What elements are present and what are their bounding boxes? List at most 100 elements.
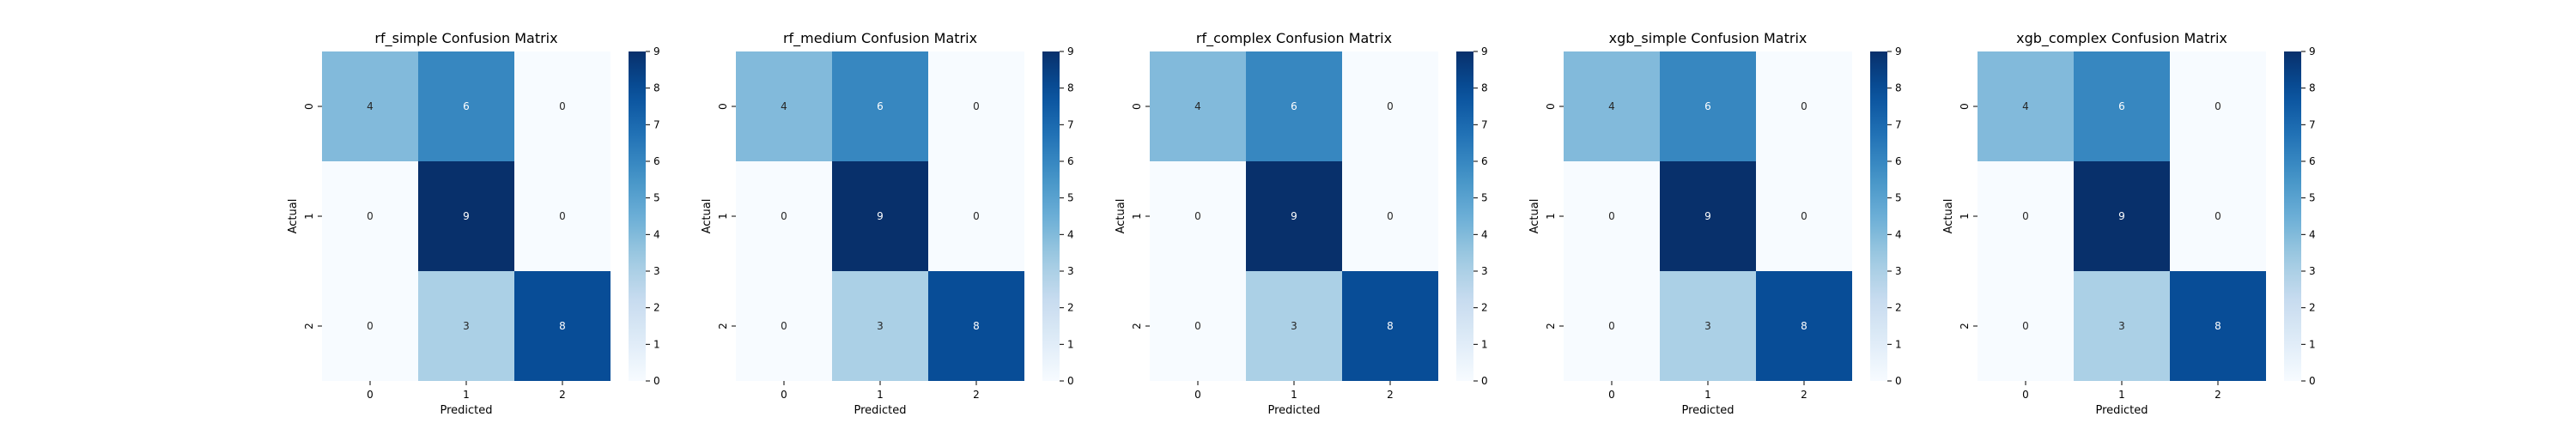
y-axis-label: Actual (1942, 199, 1955, 234)
chart-title: xgb_complex Confusion Matrix (2016, 30, 2227, 47)
heatmap-cell (1342, 271, 1438, 381)
cell-value-label: 6 (1291, 100, 1297, 112)
y-tick-label: 2 (717, 323, 729, 329)
cell-value-label: 4 (781, 100, 787, 112)
cell-value-label: 0 (781, 320, 787, 332)
cell-value-label: 9 (463, 210, 470, 222)
cell-value-label: 0 (1194, 210, 1201, 222)
cell-value-label: 4 (1194, 100, 1201, 112)
x-axis-label: Predicted (440, 404, 492, 417)
cell-value-label: 4 (2022, 100, 2029, 112)
heatmap-cell (322, 271, 418, 381)
heatmap-cell (1246, 161, 1342, 271)
cell-value-label: 0 (1608, 210, 1615, 222)
heatmap-cell (1150, 161, 1246, 271)
colorbar-tick-label: 3 (2309, 265, 2316, 277)
cell-value-label: 3 (877, 320, 884, 332)
colorbar-tick-label: 6 (1481, 155, 1488, 167)
colorbar-tick-label: 4 (2309, 228, 2316, 240)
y-tick-label: 0 (1959, 103, 1971, 110)
colorbar-tick-label: 4 (1067, 228, 1074, 240)
cell-value-label: 0 (559, 210, 566, 222)
cell-value-label: 4 (1608, 100, 1615, 112)
y-tick-label: 2 (1959, 323, 1971, 329)
colorbar-tick-label: 7 (653, 118, 660, 130)
colorbar-tick-label: 3 (653, 265, 660, 277)
colorbar-tick-label: 6 (653, 155, 660, 167)
colorbar-tick-label: 3 (1067, 265, 1074, 277)
x-tick-label: 2 (559, 389, 566, 401)
cell-value-label: 3 (1704, 320, 1711, 332)
x-axis-label: Predicted (2095, 404, 2148, 417)
heatmap-cell (1756, 51, 1852, 161)
x-tick-label: 1 (1291, 389, 1297, 401)
cell-value-label: 0 (1387, 210, 1394, 222)
chart-title: rf_complex Confusion Matrix (1196, 30, 1392, 47)
colorbar-tick-label: 2 (653, 302, 660, 314)
x-axis-label: Predicted (1267, 404, 1320, 417)
x-tick-label: 2 (1801, 389, 1807, 401)
cell-value-label: 0 (367, 210, 374, 222)
heatmap-cell (2074, 161, 2170, 271)
heatmap-cell (1564, 161, 1660, 271)
y-axis-label: Actual (1115, 199, 1127, 234)
heatmap-cell (1150, 271, 1246, 381)
x-tick-label: 1 (463, 389, 470, 401)
colorbar (1870, 51, 1887, 381)
cell-value-label: 0 (1608, 320, 1615, 332)
colorbar (1456, 51, 1473, 381)
chart-title: xgb_simple Confusion Matrix (1609, 30, 1807, 47)
y-tick-label: 1 (303, 213, 315, 220)
x-tick-label: 0 (367, 389, 374, 401)
heatmap-panel-4: xgb_simple Confusion Matrix 4 6 0 0 9 0 0 3 8 0 1 2 P… (1528, 30, 1902, 417)
colorbar-tick-label: 9 (1067, 45, 1074, 57)
colorbar (2284, 51, 2301, 381)
colorbar-tick-label: 4 (1481, 228, 1488, 240)
cell-value-label: 8 (559, 320, 566, 332)
cell-value-label: 8 (2215, 320, 2221, 332)
x-tick-label: 0 (1608, 389, 1615, 401)
colorbar-tick-label: 9 (1481, 45, 1488, 57)
heatmap-cell (736, 271, 832, 381)
heatmap-cell (1978, 51, 2074, 161)
cell-value-label: 8 (973, 320, 980, 332)
heatmap-cell (736, 161, 832, 271)
cell-value-label: 0 (1801, 100, 1807, 112)
cell-value-label: 6 (463, 100, 470, 112)
colorbar-tick-label: 0 (2309, 375, 2316, 387)
cell-value-label: 9 (2118, 210, 2125, 222)
heatmap-panel-3: rf_complex Confusion Matrix 4 6 0 0 9 0 0 3 8 0 1 2 P… (1115, 30, 1488, 417)
x-tick-label: 1 (877, 389, 884, 401)
heatmap-cell (2074, 271, 2170, 381)
heatmap-cell (1660, 271, 1756, 381)
cell-value-label: 0 (2215, 100, 2221, 112)
colorbar-tick-label: 8 (1895, 82, 1902, 94)
heatmap-cell (322, 161, 418, 271)
colorbar-tick-label: 7 (1067, 118, 1074, 130)
colorbar-tick-label: 8 (1481, 82, 1488, 94)
x-tick-label: 1 (2118, 389, 2125, 401)
colorbar-tick-label: 2 (2309, 302, 2316, 314)
colorbar-tick-label: 4 (1895, 228, 1902, 240)
colorbar-tick-label: 1 (653, 338, 660, 350)
x-tick-label: 2 (973, 389, 980, 401)
heatmap-cell (1756, 271, 1852, 381)
cell-value-label: 9 (1704, 210, 1711, 222)
colorbar-tick-label: 9 (2309, 45, 2316, 57)
colorbar-tick-label: 5 (1481, 192, 1488, 204)
cell-value-label: 0 (2215, 210, 2221, 222)
colorbar-tick-label: 6 (2309, 155, 2316, 167)
colorbar-tick-label: 3 (1481, 265, 1488, 277)
heatmap-cell (1246, 271, 1342, 381)
y-tick-label: 0 (1545, 103, 1557, 110)
cell-value-label: 6 (877, 100, 884, 112)
colorbar-tick-label: 5 (1895, 192, 1902, 204)
colorbar-tick-label: 7 (1481, 118, 1488, 130)
heatmap-cell (1246, 51, 1342, 161)
heatmap-panel-2: rf_medium Confusion Matrix 4 6 0 0 9 0 0 3 8 0 1 2 Pr… (701, 30, 1074, 417)
colorbar-tick-label: 4 (653, 228, 660, 240)
colorbar-tick-label: 1 (1067, 338, 1074, 350)
heatmap-cell (736, 51, 832, 161)
colorbar-tick-label: 9 (1895, 45, 1902, 57)
cell-value-label: 6 (2118, 100, 2125, 112)
